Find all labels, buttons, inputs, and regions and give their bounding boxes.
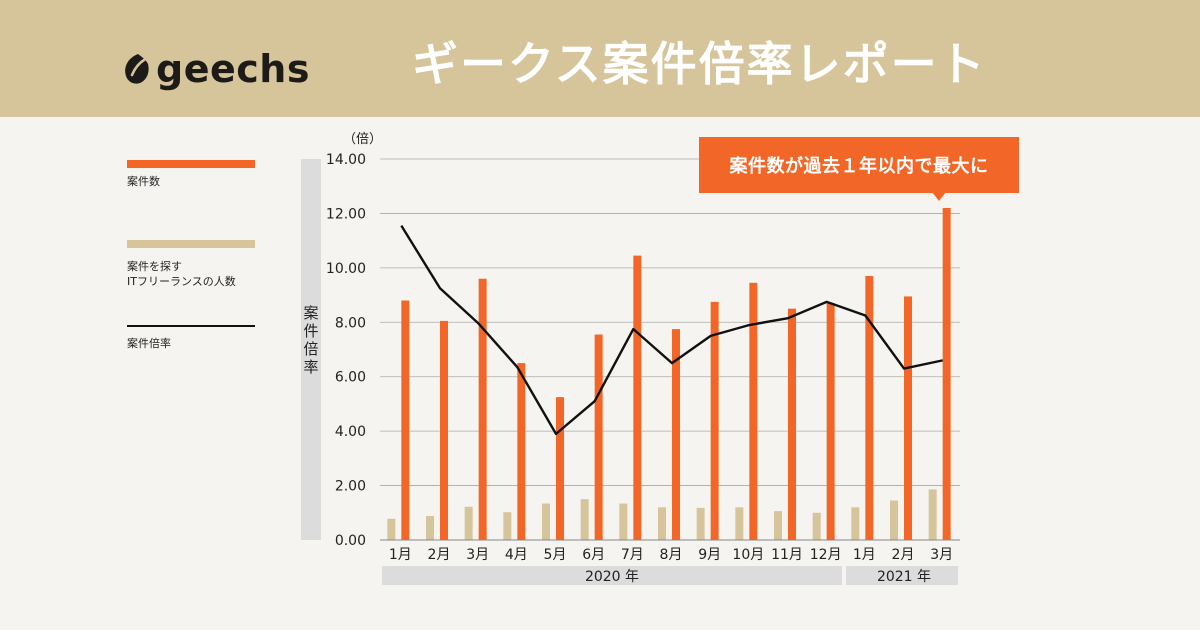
bar-people bbox=[503, 512, 512, 540]
x-tick-label: 2月 bbox=[892, 547, 915, 563]
bar-people bbox=[928, 489, 937, 540]
bar-people bbox=[851, 507, 860, 540]
bar-jobs bbox=[826, 303, 835, 540]
bar-jobs bbox=[904, 296, 912, 540]
legend-swatch-people bbox=[127, 240, 255, 248]
bar-jobs bbox=[556, 397, 564, 540]
bar-jobs bbox=[865, 276, 874, 540]
callout-pointer bbox=[932, 192, 946, 201]
x-tick-label: 10月 bbox=[732, 547, 764, 563]
brand-logo[interactable]: geechs bbox=[122, 44, 310, 94]
bar-jobs bbox=[942, 207, 951, 540]
bar-people bbox=[542, 503, 550, 540]
bar-jobs bbox=[672, 329, 680, 540]
bar-people bbox=[658, 507, 666, 540]
y-unit-label: （倍） bbox=[343, 132, 382, 147]
header-bar: geechs ギークス案件倍率レポート bbox=[0, 0, 1200, 117]
bar-people bbox=[735, 507, 744, 540]
bar-people bbox=[580, 499, 589, 540]
y-axis-title-char: 率 bbox=[303, 358, 318, 376]
y-tick-label: 12.00 bbox=[326, 206, 366, 222]
x-tick-label: 6月 bbox=[582, 547, 605, 563]
x-tick-label: 5月 bbox=[544, 547, 567, 563]
x-tick-label: 1月 bbox=[853, 547, 876, 563]
x-tick-label: 1月 bbox=[389, 547, 412, 563]
logo-text: geechs bbox=[156, 47, 310, 91]
y-tick-label: 4.00 bbox=[335, 424, 366, 440]
bar-jobs bbox=[788, 308, 796, 540]
bar-people bbox=[774, 511, 782, 540]
x-tick-label: 4月 bbox=[505, 547, 528, 563]
page-title: ギークス案件倍率レポート bbox=[412, 37, 987, 91]
bar-people bbox=[464, 506, 473, 540]
bar-people bbox=[426, 516, 434, 540]
legend-label-people-text: 案件を探す ITフリーランスの人数 bbox=[127, 260, 236, 288]
y-axis-title-char: 件 bbox=[303, 322, 318, 340]
callout-box: 案件数が過去１年以内で最大に bbox=[699, 137, 1019, 193]
year-label: 2020 年 bbox=[585, 569, 639, 585]
bar-people bbox=[890, 500, 898, 540]
x-tick-label: 7月 bbox=[621, 547, 644, 563]
year-label: 2021 年 bbox=[877, 569, 931, 585]
y-tick-label: 8.00 bbox=[335, 315, 366, 331]
x-tick-label: 11月 bbox=[771, 547, 803, 563]
year-band bbox=[846, 566, 958, 585]
bar-jobs bbox=[594, 334, 603, 540]
x-tick-label: 8月 bbox=[660, 547, 683, 563]
legend-swatch-jobs bbox=[127, 160, 255, 168]
x-tick-label: 9月 bbox=[698, 547, 721, 563]
y-tick-label: 10.00 bbox=[326, 261, 366, 277]
bar-jobs bbox=[749, 282, 758, 540]
bar-people bbox=[812, 512, 821, 540]
year-band bbox=[382, 566, 842, 585]
legend-label-jobs: 案件数 bbox=[127, 175, 160, 188]
legend-label-ratio: 案件倍率 bbox=[127, 337, 171, 350]
x-tick-label: 3月 bbox=[466, 547, 489, 563]
bar-jobs bbox=[517, 363, 526, 540]
leaf-logo-icon bbox=[125, 54, 149, 84]
bar-people bbox=[619, 503, 628, 540]
y-axis-title-char: 倍 bbox=[303, 340, 318, 358]
legend-swatch-ratio bbox=[127, 325, 255, 327]
bar-jobs bbox=[401, 300, 410, 540]
bar-jobs bbox=[478, 278, 487, 540]
y-axis-title-char: 案 bbox=[303, 304, 318, 322]
y-tick-label: 14.00 bbox=[326, 152, 366, 168]
bar-people bbox=[387, 518, 396, 540]
bar-people bbox=[696, 507, 705, 540]
x-tick-label: 3月 bbox=[930, 547, 953, 563]
legend-label-people: 案件を探す ITフリーランスの人数 bbox=[127, 259, 236, 289]
y-axis-title-band bbox=[301, 159, 321, 540]
x-tick-label: 12月 bbox=[810, 547, 842, 563]
x-tick-label: 2月 bbox=[428, 547, 451, 563]
y-tick-label: 2.00 bbox=[335, 479, 366, 495]
bar-jobs bbox=[710, 301, 719, 540]
y-tick-label: 6.00 bbox=[335, 370, 366, 386]
y-tick-label: 0.00 bbox=[335, 533, 366, 549]
bar-jobs bbox=[440, 320, 448, 540]
bar-jobs bbox=[633, 255, 642, 540]
